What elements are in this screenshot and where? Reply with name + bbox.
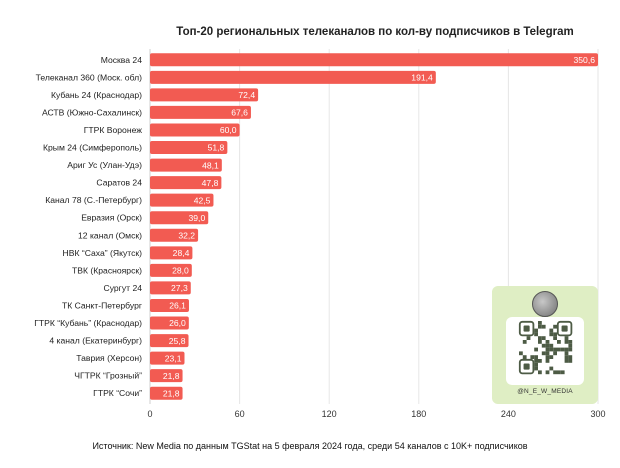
bar	[150, 88, 259, 102]
value-label: 21,8	[163, 371, 180, 381]
value-label: 27,3	[171, 283, 188, 293]
value-label: 191,4	[411, 73, 433, 83]
value-label: 26,0	[169, 318, 186, 328]
value-label: 72,4	[238, 90, 255, 100]
category-label: ГТРК Воронеж	[84, 125, 143, 135]
category-label: Таврия (Херсон)	[76, 353, 142, 363]
category-label: 12 канал (Омск)	[78, 230, 142, 240]
category-label: Москва 24	[101, 55, 143, 65]
category-label: ГТРК “Кубань” (Краснодар)	[34, 318, 142, 328]
category-label: ТВК (Красноярск)	[72, 265, 142, 275]
category-label: Крым 24 (Симферополь)	[43, 143, 142, 153]
category-label: НВК “Саха” (Якутск)	[63, 248, 143, 258]
x-tick-label: 240	[501, 409, 516, 419]
qr-code-icon	[506, 317, 584, 385]
category-label: Кубань 24 (Краснодар)	[51, 90, 142, 100]
bar	[150, 281, 191, 295]
bar	[150, 70, 436, 84]
category-label: 4 канал (Екатеринбург)	[49, 336, 142, 346]
value-label: 21,8	[163, 388, 180, 398]
bar	[150, 369, 183, 383]
value-label: 67,6	[231, 108, 248, 118]
value-label: 48,1	[202, 160, 219, 170]
channel-avatar	[532, 291, 558, 317]
bar	[150, 141, 228, 155]
bar	[150, 334, 189, 348]
bar	[150, 298, 189, 312]
bar	[150, 246, 193, 260]
category-label: Евразия (Орск)	[81, 213, 142, 223]
x-tick-label: 60	[235, 409, 245, 419]
category-label: Канал 78 (С.-Петербург)	[45, 195, 142, 205]
value-label: 28,0	[172, 266, 189, 276]
x-tick-label: 300	[590, 409, 605, 419]
bar	[150, 123, 240, 137]
channel-handle: @N_E_W_MEDIA	[517, 388, 573, 395]
category-label: Ариг Ус (Улан-Удэ)	[67, 160, 142, 170]
category-label: Сургут 24	[104, 283, 143, 293]
value-label: 28,4	[173, 248, 190, 258]
qr-card[interactable]: @N_E_W_MEDIA	[492, 286, 598, 404]
value-label: 23,1	[165, 353, 182, 363]
bar	[150, 316, 189, 330]
value-label: 350,6	[573, 55, 595, 65]
source-note: Источник: New Media по данным TGStat на …	[92, 441, 528, 451]
value-label: 39,0	[189, 213, 206, 223]
x-tick-label: 0	[147, 409, 152, 419]
value-label: 25,8	[169, 336, 186, 346]
x-tick-label: 180	[411, 409, 426, 419]
value-label: 42,5	[194, 195, 211, 205]
category-label: ГТРК “Сочи”	[93, 388, 142, 398]
chart-title: Топ-20 региональных телеканалов по кол-в…	[176, 26, 574, 38]
value-label: 32,2	[178, 230, 195, 240]
category-label: Телеканал 360 (Моск. обл)	[36, 72, 142, 82]
bar	[150, 193, 214, 207]
x-tick-label: 120	[322, 409, 337, 419]
bar	[150, 351, 185, 365]
bar	[150, 263, 192, 277]
category-label: ТК Санкт-Петербург	[62, 300, 142, 310]
bar	[150, 211, 209, 225]
bar	[150, 53, 598, 67]
value-label: 26,1	[169, 301, 186, 311]
category-label: Саратов 24	[96, 178, 142, 188]
bar	[150, 158, 222, 172]
category-label: ЧГТРК “Грозный”	[74, 371, 142, 381]
bar	[150, 386, 183, 400]
value-label: 47,8	[202, 178, 219, 188]
value-label: 60,0	[220, 125, 237, 135]
value-label: 51,8	[208, 143, 225, 153]
bar	[150, 228, 199, 242]
category-label: АСТВ (Южно-Сахалинск)	[42, 107, 142, 117]
bar	[150, 105, 251, 119]
bar	[150, 176, 222, 190]
